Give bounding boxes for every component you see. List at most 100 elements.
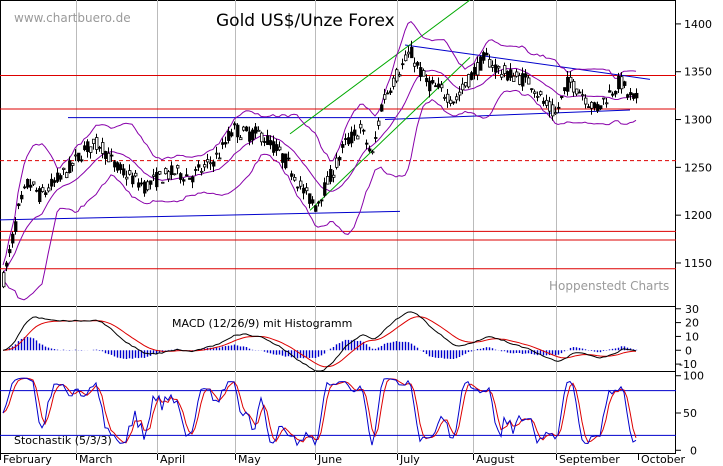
- month-label: May: [238, 453, 261, 466]
- candle-body: [269, 140, 273, 146]
- macd-tick-label: 20: [685, 317, 699, 330]
- month-label: March: [79, 453, 113, 466]
- candle-body: [293, 177, 297, 181]
- candle-body: [581, 94, 585, 97]
- candle-body: [542, 100, 546, 104]
- candle-body: [116, 162, 120, 171]
- candle-body: [539, 91, 543, 95]
- candle-body: [470, 72, 474, 80]
- candle-body: [458, 91, 462, 96]
- month-label: September: [559, 453, 620, 466]
- candle-body: [125, 176, 129, 180]
- price-tick-label: 1150: [684, 257, 712, 270]
- candle-body: [242, 126, 246, 131]
- stochastic-tick-label: 50: [683, 407, 697, 420]
- macd-signal-line: [2, 316, 637, 368]
- candle-body: [65, 172, 69, 179]
- candle-body: [107, 152, 111, 163]
- candle-body: [350, 131, 354, 144]
- support-line: [404, 44, 651, 80]
- candle-body: [515, 71, 519, 77]
- stochastic-panel: [0, 377, 676, 447]
- candle-body: [629, 92, 633, 96]
- month-label: April: [160, 453, 185, 466]
- candle-body: [20, 194, 24, 200]
- price-tick-label: 1300: [684, 114, 712, 127]
- month-label: February: [3, 453, 52, 466]
- candle-body: [71, 162, 75, 166]
- candle-body: [593, 102, 597, 109]
- candle-body: [32, 181, 36, 185]
- candle-body: [401, 63, 405, 66]
- candle-body: [305, 187, 309, 192]
- candle-body: [194, 169, 198, 171]
- candle-body: [140, 182, 144, 185]
- candle-body: [38, 188, 42, 203]
- candle-body: [500, 74, 504, 78]
- candle-body: [77, 152, 81, 161]
- candle-body: [611, 93, 615, 96]
- candle-body: [188, 177, 192, 180]
- candle-body: [524, 73, 528, 78]
- candle-body: [134, 172, 138, 177]
- channel-line: [309, 57, 471, 211]
- candle-body: [314, 205, 318, 212]
- candle-body: [185, 174, 189, 177]
- candle-body: [419, 67, 423, 77]
- candle-body: [512, 75, 516, 82]
- month-label: July: [399, 453, 420, 466]
- candle-body: [503, 65, 507, 74]
- candle-body: [224, 142, 228, 145]
- month-label: June: [317, 453, 342, 466]
- candle-body: [197, 164, 201, 168]
- candle-body: [41, 187, 45, 193]
- candle-body: [149, 180, 153, 185]
- candle-body: [173, 173, 177, 176]
- candle-body: [566, 76, 570, 92]
- candle-body: [329, 168, 333, 182]
- price-candles: [2, 40, 639, 289]
- candle-body: [485, 52, 489, 56]
- candle-body: [11, 233, 15, 244]
- candle-body: [608, 90, 612, 93]
- channel-line: [289, 0, 471, 135]
- candle-body: [206, 159, 210, 163]
- candle-body: [488, 59, 492, 68]
- candle-body: [248, 131, 252, 142]
- candle-body: [533, 91, 537, 94]
- candle-body: [161, 181, 165, 184]
- candle-body: [563, 87, 567, 92]
- candle-body: [545, 99, 549, 106]
- candle-body: [56, 172, 60, 182]
- month-label: October: [641, 453, 685, 466]
- candle-body: [407, 51, 411, 55]
- candle-body: [176, 165, 180, 169]
- candle-body: [179, 173, 183, 180]
- candle-body: [461, 83, 465, 91]
- macd-tick-label: -10: [679, 358, 697, 371]
- candle-body: [326, 175, 330, 185]
- candle-body: [74, 154, 78, 157]
- candle-body: [236, 124, 240, 138]
- candle-body: [170, 165, 174, 175]
- candle-body: [272, 141, 276, 153]
- candle-body: [332, 174, 336, 178]
- candle-body: [5, 262, 9, 267]
- support-trend-lines: [0, 0, 651, 221]
- candle-body: [464, 82, 468, 87]
- watermark-text: www.chartbuero.de: [14, 11, 131, 25]
- candle-body: [440, 84, 444, 89]
- candle-body: [359, 123, 363, 129]
- candle-body: [227, 130, 231, 141]
- candle-body: [395, 69, 399, 82]
- price-tick-label: 1350: [684, 66, 712, 79]
- candle-body: [557, 106, 561, 109]
- candle-body: [428, 80, 432, 92]
- candle-body: [617, 75, 621, 90]
- candle-body: [602, 97, 606, 100]
- candle-body: [47, 187, 51, 192]
- macd-tick-label: 0: [685, 344, 692, 357]
- candle-body: [416, 62, 420, 66]
- macd-line: [2, 311, 637, 372]
- candle-body: [374, 137, 378, 139]
